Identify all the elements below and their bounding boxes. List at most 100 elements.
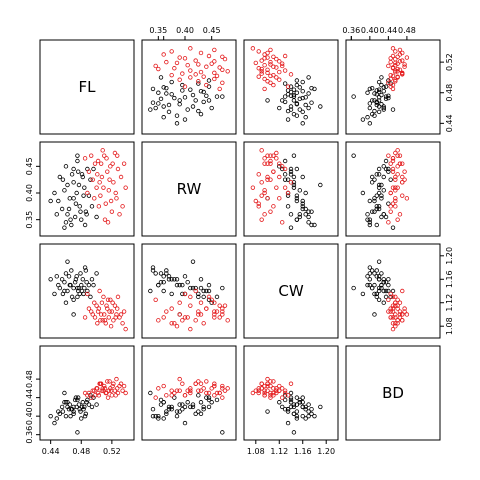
point-s0-32-CW-vs-RW: [209, 300, 214, 305]
point-s0-28-BD-vs-CW: [282, 393, 288, 398]
point-s0-39-BD-vs-RW: [177, 409, 182, 414]
point-s0-27-CW-vs-BD: [381, 280, 386, 285]
point-s0-26-RW-vs-CW: [285, 193, 291, 198]
point-s1-13-RW-vs-CW: [259, 180, 264, 185]
point-s0-12-FL-vs-RW: [198, 89, 204, 94]
point-s1-11-RW-vs-BD: [395, 164, 400, 169]
point-s1-34-CW-vs-RW: [212, 309, 217, 314]
point-s1-34-BD-vs-FL: [121, 383, 127, 389]
point-s0-33-BD-vs-FL: [69, 407, 74, 412]
point-s1-7-RW-vs-FL: [102, 153, 107, 158]
point-s0-34-BD-vs-CW: [282, 397, 288, 403]
point-s1-3-RW-vs-BD: [395, 185, 400, 190]
point-s0-43-FL-vs-RW: [148, 107, 153, 112]
point-s1-37-FL-vs-RW: [225, 69, 230, 74]
point-s1-16-BD-vs-RW: [206, 390, 212, 396]
point-s0-12-BD-vs-RW: [198, 400, 204, 405]
point-s0-16-CW-vs-RW: [180, 282, 185, 288]
point-s0-43-CW-vs-BD: [390, 288, 396, 294]
point-s0-23-FL-vs-CW: [291, 92, 297, 98]
point-s0-17-RW-vs-FL: [60, 177, 66, 182]
point-s1-38-BD-vs-CW: [250, 390, 256, 396]
point-s0-4-BD-vs-FL: [67, 402, 72, 407]
point-s1-39-CW-vs-FL: [97, 288, 102, 294]
point-s1-12-RW-vs-CW: [268, 209, 273, 214]
tick-label-right-FL: 0.48: [445, 84, 454, 102]
point-s0-34-CW-vs-BD: [383, 294, 389, 300]
point-s0-21-CW-vs-FL: [71, 297, 76, 302]
point-s0-20-CW-vs-BD: [367, 282, 373, 288]
point-s0-7-BD-vs-CW: [297, 397, 302, 403]
point-s0-28-CW-vs-FL: [88, 294, 93, 300]
point-s1-39-FL-vs-BD: [400, 72, 405, 77]
point-s0-21-BD-vs-FL: [71, 404, 76, 410]
point-s0-2-RW-vs-BD: [367, 220, 373, 225]
point-s1-39-FL-vs-RW: [193, 72, 198, 77]
point-s1-18-RW-vs-BD: [386, 153, 391, 158]
point-s0-36-BD-vs-FL: [52, 420, 57, 426]
point-s0-36-CW-vs-FL: [52, 291, 57, 297]
point-s0-18-RW-vs-FL: [62, 188, 67, 193]
point-s0-36-BD-vs-CW: [285, 420, 291, 426]
point-s0-40-BD-vs-RW: [174, 413, 180, 419]
point-s1-19-RW-vs-CW: [277, 196, 282, 201]
point-s1-35-CW-vs-RW: [217, 315, 222, 320]
point-s1-23-FL-vs-RW: [188, 68, 193, 73]
point-s0-39-CW-vs-BD: [372, 312, 377, 317]
point-s0-20-BD-vs-CW: [294, 413, 300, 419]
point-s0-8-RW-vs-CW: [303, 190, 308, 196]
point-s0-40-CW-vs-BD: [367, 277, 373, 282]
point-s1-12-FL-vs-BD: [388, 59, 393, 65]
point-s1-34-FL-vs-BD: [397, 47, 403, 53]
point-s1-15-CW-vs-RW: [177, 312, 182, 317]
point-s0-16-RW-vs-BD: [379, 193, 384, 198]
tick-label-top-BD: 0.40: [361, 26, 379, 35]
point-s1-31-FL-vs-CW: [265, 50, 270, 56]
point-s0-39-BD-vs-FL: [71, 409, 76, 414]
panel-frame-BD-FL: [39, 345, 135, 441]
point-s1-3-RW-vs-CW: [274, 185, 279, 190]
point-s1-12-RW-vs-BD: [388, 209, 393, 214]
point-s0-3-CW-vs-BD: [381, 288, 386, 294]
point-s1-18-CW-vs-RW: [220, 309, 225, 314]
point-s0-20-RW-vs-BD: [367, 217, 373, 222]
point-s0-9-BD-vs-FL: [75, 395, 81, 400]
point-s1-31-RW-vs-CW: [265, 174, 270, 180]
point-s0-29-CW-vs-FL: [89, 277, 95, 282]
point-s0-19-RW-vs-CW: [303, 206, 308, 212]
panel-frame-FL-RW: [141, 39, 237, 135]
point-s0-13-FL-vs-RW: [188, 87, 193, 92]
point-s0-28-RW-vs-CW: [282, 177, 288, 182]
point-s0-16-BD-vs-FL: [86, 402, 92, 407]
point-s1-13-BD-vs-FL: [111, 381, 116, 386]
point-s1-9-FL-vs-CW: [271, 64, 276, 69]
point-s0-6-RW-vs-CW: [291, 180, 297, 185]
point-s1-15-FL-vs-BD: [404, 55, 410, 60]
point-s1-15-RW-vs-BD: [404, 196, 410, 201]
point-s1-6-BD-vs-RW: [198, 388, 204, 393]
point-s0-26-BD-vs-RW: [180, 407, 185, 412]
point-s0-2-FL-vs-CW: [306, 105, 311, 111]
point-s1-4-FL-vs-BD: [390, 73, 396, 79]
point-s0-9-FL-vs-RW: [204, 93, 209, 98]
point-s0-12-CW-vs-RW: [198, 277, 204, 282]
point-s0-2-FL-vs-BD: [367, 105, 373, 111]
panel-frame-BD-RW: [141, 345, 237, 441]
point-s0-23-FL-vs-RW: [190, 92, 196, 98]
point-s0-32-FL-vs-CW: [277, 105, 282, 111]
point-s0-35-BD-vs-FL: [82, 413, 88, 419]
point-s0-3-RW-vs-CW: [288, 212, 294, 217]
point-s0-27-RW-vs-FL: [84, 212, 89, 217]
point-s0-21-FL-vs-CW: [280, 98, 285, 103]
point-s1-8-FL-vs-RW: [172, 66, 177, 71]
point-s1-20-RW-vs-FL: [95, 172, 100, 177]
point-s0-13-CW-vs-RW: [188, 285, 193, 291]
point-s1-33-CW-vs-RW: [169, 321, 174, 326]
point-s1-16-FL-vs-CW: [282, 53, 288, 59]
point-s0-4-RW-vs-BD: [379, 196, 384, 201]
point-s1-22-RW-vs-FL: [98, 161, 104, 166]
point-s0-29-RW-vs-FL: [89, 204, 95, 209]
panel-frame-RW-BD: [345, 141, 441, 237]
point-s1-20-RW-vs-CW: [256, 172, 261, 177]
tick-label-left-RW: 0.35: [25, 211, 34, 229]
